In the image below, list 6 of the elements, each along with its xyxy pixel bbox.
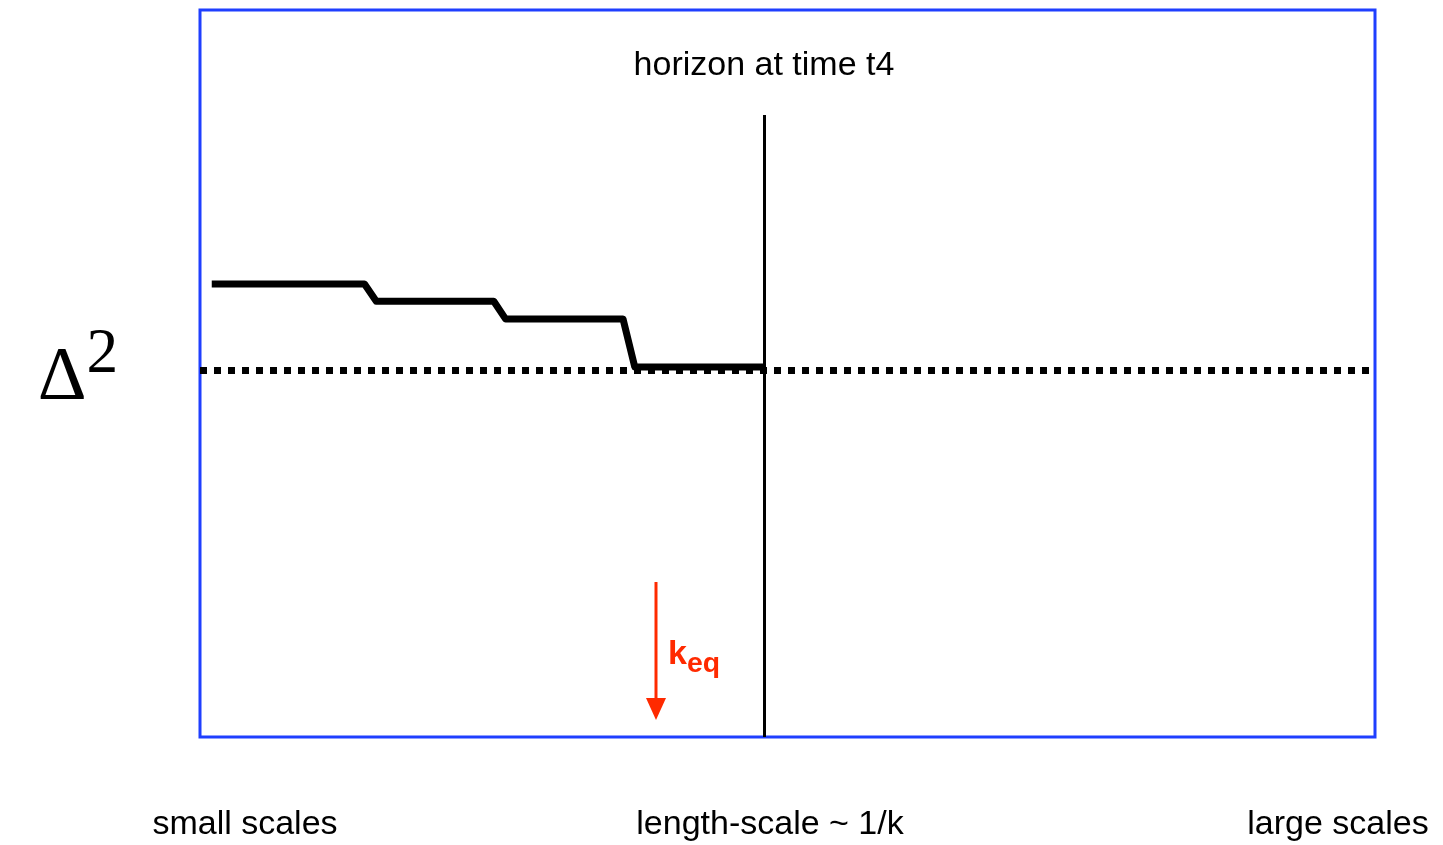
- text: horizon at time t4: [633, 44, 895, 83]
- x-axis-title: length-scale ~ 1/k: [636, 802, 904, 842]
- annotation: k$_{eq}$: [668, 633, 720, 679]
- y-axis-title: Δ$^{2}$: [37, 315, 119, 417]
- text: large scales: [1247, 802, 1429, 842]
- text: small scales: [152, 802, 338, 842]
